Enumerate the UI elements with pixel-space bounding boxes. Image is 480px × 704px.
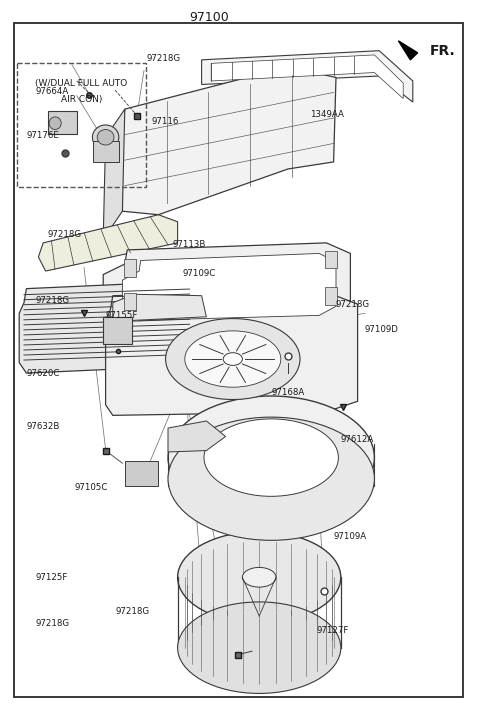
Text: 97620C: 97620C	[26, 369, 60, 377]
Ellipse shape	[178, 602, 341, 693]
Ellipse shape	[49, 117, 61, 130]
Polygon shape	[398, 41, 418, 60]
Text: (W/DUAL FULL AUTO: (W/DUAL FULL AUTO	[36, 79, 128, 87]
Text: 97218G: 97218G	[146, 54, 180, 63]
Bar	[124, 293, 136, 310]
Ellipse shape	[168, 417, 374, 541]
Polygon shape	[19, 282, 192, 373]
Text: 97109A: 97109A	[334, 532, 367, 541]
Text: 97100: 97100	[189, 11, 228, 24]
Text: 97218G: 97218G	[36, 619, 70, 627]
Polygon shape	[202, 51, 413, 102]
Ellipse shape	[204, 419, 338, 496]
Polygon shape	[122, 253, 336, 320]
Ellipse shape	[185, 331, 281, 387]
Text: FR.: FR.	[430, 44, 456, 58]
Text: 97218G: 97218G	[115, 607, 149, 615]
Ellipse shape	[242, 567, 276, 587]
Text: 97218G: 97218G	[336, 300, 370, 308]
Polygon shape	[106, 292, 358, 415]
Text: 97125F: 97125F	[36, 573, 68, 582]
Bar	[17, 63, 146, 187]
Bar	[325, 287, 337, 305]
Ellipse shape	[178, 532, 341, 623]
Polygon shape	[168, 421, 226, 452]
Polygon shape	[38, 215, 178, 271]
Text: 97113B: 97113B	[173, 241, 206, 249]
Polygon shape	[122, 67, 336, 215]
Text: 97127F: 97127F	[317, 626, 349, 634]
Polygon shape	[103, 243, 350, 320]
Bar	[325, 251, 337, 268]
Bar	[124, 259, 136, 277]
Ellipse shape	[223, 353, 242, 365]
Ellipse shape	[166, 318, 300, 400]
Polygon shape	[211, 55, 403, 99]
Bar	[93, 141, 119, 162]
Text: 97632B: 97632B	[26, 422, 60, 431]
Text: 97612A: 97612A	[341, 436, 374, 444]
Text: 97116: 97116	[151, 117, 179, 125]
Text: AIR CON): AIR CON)	[61, 96, 102, 104]
Text: 97664A: 97664A	[36, 87, 69, 96]
Text: 1349AA: 1349AA	[310, 110, 344, 118]
Bar	[103, 317, 132, 344]
Text: 97155F: 97155F	[106, 311, 138, 320]
Ellipse shape	[92, 125, 119, 150]
Text: 97109C: 97109C	[182, 269, 216, 277]
Bar	[48, 111, 77, 134]
Text: 97218G: 97218G	[36, 296, 70, 305]
Text: 97109D: 97109D	[365, 325, 399, 334]
Bar	[125, 461, 158, 486]
Text: 97105C: 97105C	[74, 484, 108, 492]
Ellipse shape	[97, 130, 114, 145]
Text: 97176E: 97176E	[26, 132, 59, 140]
Polygon shape	[103, 109, 125, 239]
Text: 97168A: 97168A	[271, 389, 304, 397]
Polygon shape	[113, 294, 206, 320]
Ellipse shape	[168, 396, 374, 520]
Text: 97218G: 97218G	[48, 230, 82, 239]
